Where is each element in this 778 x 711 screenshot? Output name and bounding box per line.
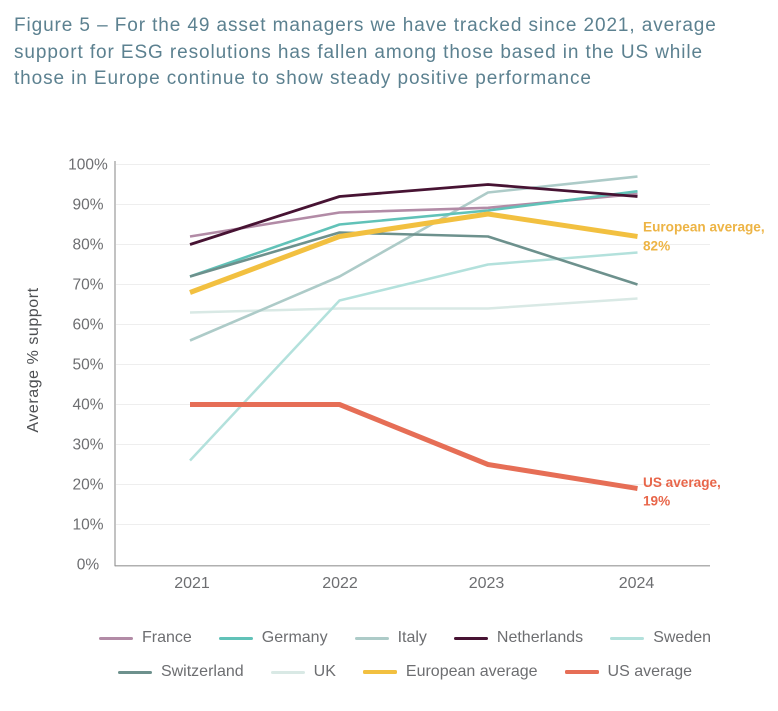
- svg-text:100%: 100%: [68, 157, 108, 174]
- svg-text:2023: 2023: [469, 575, 505, 592]
- svg-text:60%: 60%: [72, 317, 103, 334]
- svg-text:0%: 0%: [77, 557, 100, 574]
- svg-text:2021: 2021: [174, 575, 210, 592]
- svg-text:30%: 30%: [72, 437, 103, 454]
- svg-text:19%: 19%: [643, 494, 670, 509]
- svg-text:10%: 10%: [72, 517, 103, 534]
- svg-text:European average,: European average,: [643, 220, 765, 235]
- svg-text:50%: 50%: [72, 357, 103, 374]
- svg-text:80%: 80%: [72, 237, 103, 254]
- svg-text:70%: 70%: [72, 277, 103, 294]
- svg-text:Average % support: Average % support: [25, 287, 42, 432]
- svg-text:82%: 82%: [643, 239, 670, 254]
- svg-text:2022: 2022: [322, 575, 358, 592]
- svg-text:US average,: US average,: [643, 475, 721, 490]
- svg-text:40%: 40%: [72, 397, 103, 414]
- svg-text:2024: 2024: [619, 575, 655, 592]
- svg-text:20%: 20%: [72, 477, 103, 494]
- svg-text:90%: 90%: [72, 197, 103, 214]
